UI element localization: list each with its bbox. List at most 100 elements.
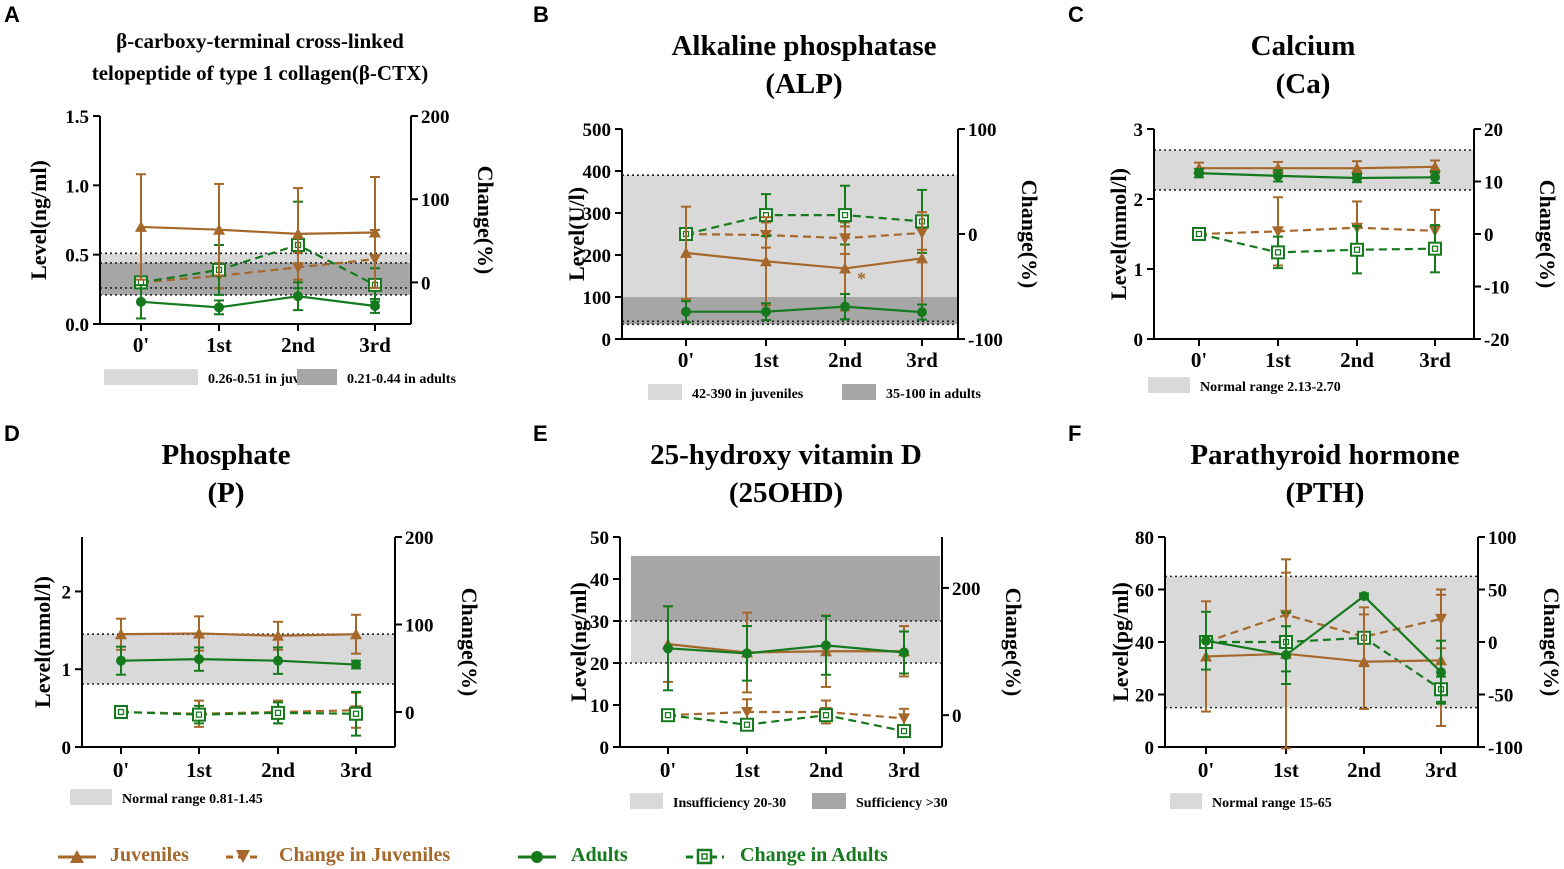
series-line [685, 214, 923, 236]
y2-axis-label: Change(%) [1017, 180, 1042, 289]
panel-e: E 25-hydroxy vitamin D (25OHD) 0 10 20 30 40 50 0… [533, 421, 1026, 811]
data-point [1429, 160, 1441, 172]
data-point [1272, 226, 1284, 238]
data-point-inner [1274, 249, 1282, 256]
data-point [839, 262, 851, 274]
series-change-in-adults [661, 708, 911, 739]
legend-change-adults-label: Change in Adults [740, 844, 888, 866]
series-adults [663, 605, 909, 692]
x-tick-label: 3rd [359, 333, 391, 357]
data-point [192, 707, 206, 722]
data-point [1350, 242, 1364, 257]
data-point [1436, 667, 1446, 678]
y-tick-label: 20 [590, 654, 609, 675]
band-legend-swatch [1170, 793, 1202, 809]
data-point [898, 713, 910, 725]
series-line [120, 632, 357, 637]
chart-title-line: Alkaline phosphatase [671, 30, 936, 62]
series-line [686, 305, 923, 314]
data-point [369, 226, 381, 238]
band-legend: Normal range 0.81-1.45 [70, 789, 263, 807]
data-point [194, 654, 204, 665]
x-tick-label: 1st [734, 758, 760, 782]
y-tick-label: 1.0 [65, 176, 89, 197]
series-line [1199, 165, 1436, 170]
data-point [213, 223, 225, 235]
y-tick-label: 10 [590, 696, 609, 717]
panel-b: B Alkaline phosphatase (ALP) 0 100 200 300 400 5… [533, 2, 1042, 402]
data-point [1271, 245, 1285, 260]
y-axis-label: Level(ng/ml) [566, 582, 591, 702]
y2-tick-label: 0 [1488, 633, 1498, 654]
data-point [681, 306, 691, 317]
data-point [1194, 168, 1204, 179]
data-point [292, 227, 304, 239]
data-point [760, 255, 772, 267]
series-line [140, 258, 376, 284]
data-point-inner [274, 709, 282, 717]
y-tick-label: 200 [583, 246, 612, 267]
y2-tick-label: 100 [968, 120, 997, 141]
y-tick-label: 0.5 [65, 246, 89, 267]
series-change-in-adults [114, 690, 363, 737]
significance-marker: * [857, 268, 866, 288]
y2-axis-label: Change(%) [1535, 180, 1560, 289]
x-tick-label: 0' [113, 758, 129, 782]
series-line [140, 225, 376, 235]
x-tick-label: 1st [753, 348, 779, 372]
x-tick-label: 0' [1191, 348, 1207, 372]
data-point [916, 252, 928, 264]
y-tick-label: 60 [1135, 581, 1154, 602]
band-legend: Normal range 15-65 [1170, 793, 1332, 811]
y2-tick-label: 200 [421, 107, 450, 128]
band-legend-label: Normal range 2.13-2.70 [1200, 380, 1341, 395]
y-tick-label: 1 [1134, 260, 1144, 281]
legend-juveniles-marker [58, 850, 96, 863]
y2-tick-label: 100 [405, 616, 434, 637]
chart-title-line: telopeptide of type 1 collagen(β-CTX) [92, 61, 429, 85]
y2-tick-label: 0 [968, 225, 978, 246]
data-point [897, 724, 911, 739]
chart-title-line: (25OHD) [729, 477, 843, 509]
series-change-in-juveniles [662, 698, 910, 729]
data-point-inner [1353, 246, 1361, 253]
series-line [685, 251, 923, 270]
data-point [115, 628, 127, 640]
series-line [1206, 636, 1442, 691]
x-tick-label: 3rd [906, 348, 938, 372]
x-tick-label: 0' [133, 333, 149, 357]
data-point [1192, 227, 1206, 241]
chart-title-line: 25-hydroxy vitamin D [650, 439, 922, 471]
y-tick-label: 0.0 [65, 315, 89, 336]
legend-juveniles-label: Juveniles [110, 844, 189, 866]
y-tick-label: 100 [583, 288, 612, 309]
y2-tick-label: 100 [421, 190, 450, 211]
bottom-legend: Juveniles Change in Juveniles Adults Cha… [0, 838, 1564, 868]
data-point [680, 246, 692, 258]
series-line [667, 643, 904, 654]
legend-adults-label: Adults [571, 844, 628, 866]
band-legend-swatch [648, 384, 682, 400]
y2-axis-label: Change(%) [457, 588, 482, 697]
y2-tick-label: -100 [1488, 738, 1523, 759]
series-line [667, 644, 905, 655]
x-tick-label: 2nd [281, 333, 315, 357]
y-tick-label: 40 [1135, 633, 1154, 654]
x-tick-label: 1st [206, 333, 232, 357]
y-tick-label: 2 [62, 582, 72, 603]
data-point-inner [822, 712, 830, 719]
series-line [120, 658, 357, 666]
band-legend-swatch [842, 384, 876, 400]
legend-adults-marker [518, 851, 556, 863]
panel-a: Aβ-carboxy-terminal cross-linked telopept… [4, 2, 498, 387]
legend-change-juveniles-label: Change in Juveniles [279, 844, 451, 866]
x-tick-label: 3rd [888, 758, 920, 782]
y2-tick-label: 100 [1488, 528, 1517, 549]
data-point-inner [1431, 245, 1439, 252]
y2-tick-label: 200 [952, 579, 981, 600]
reference-band-dark [100, 262, 411, 295]
series-line [140, 243, 376, 286]
panel-letter: C [1068, 2, 1084, 27]
band-legend-swatch [70, 789, 112, 805]
